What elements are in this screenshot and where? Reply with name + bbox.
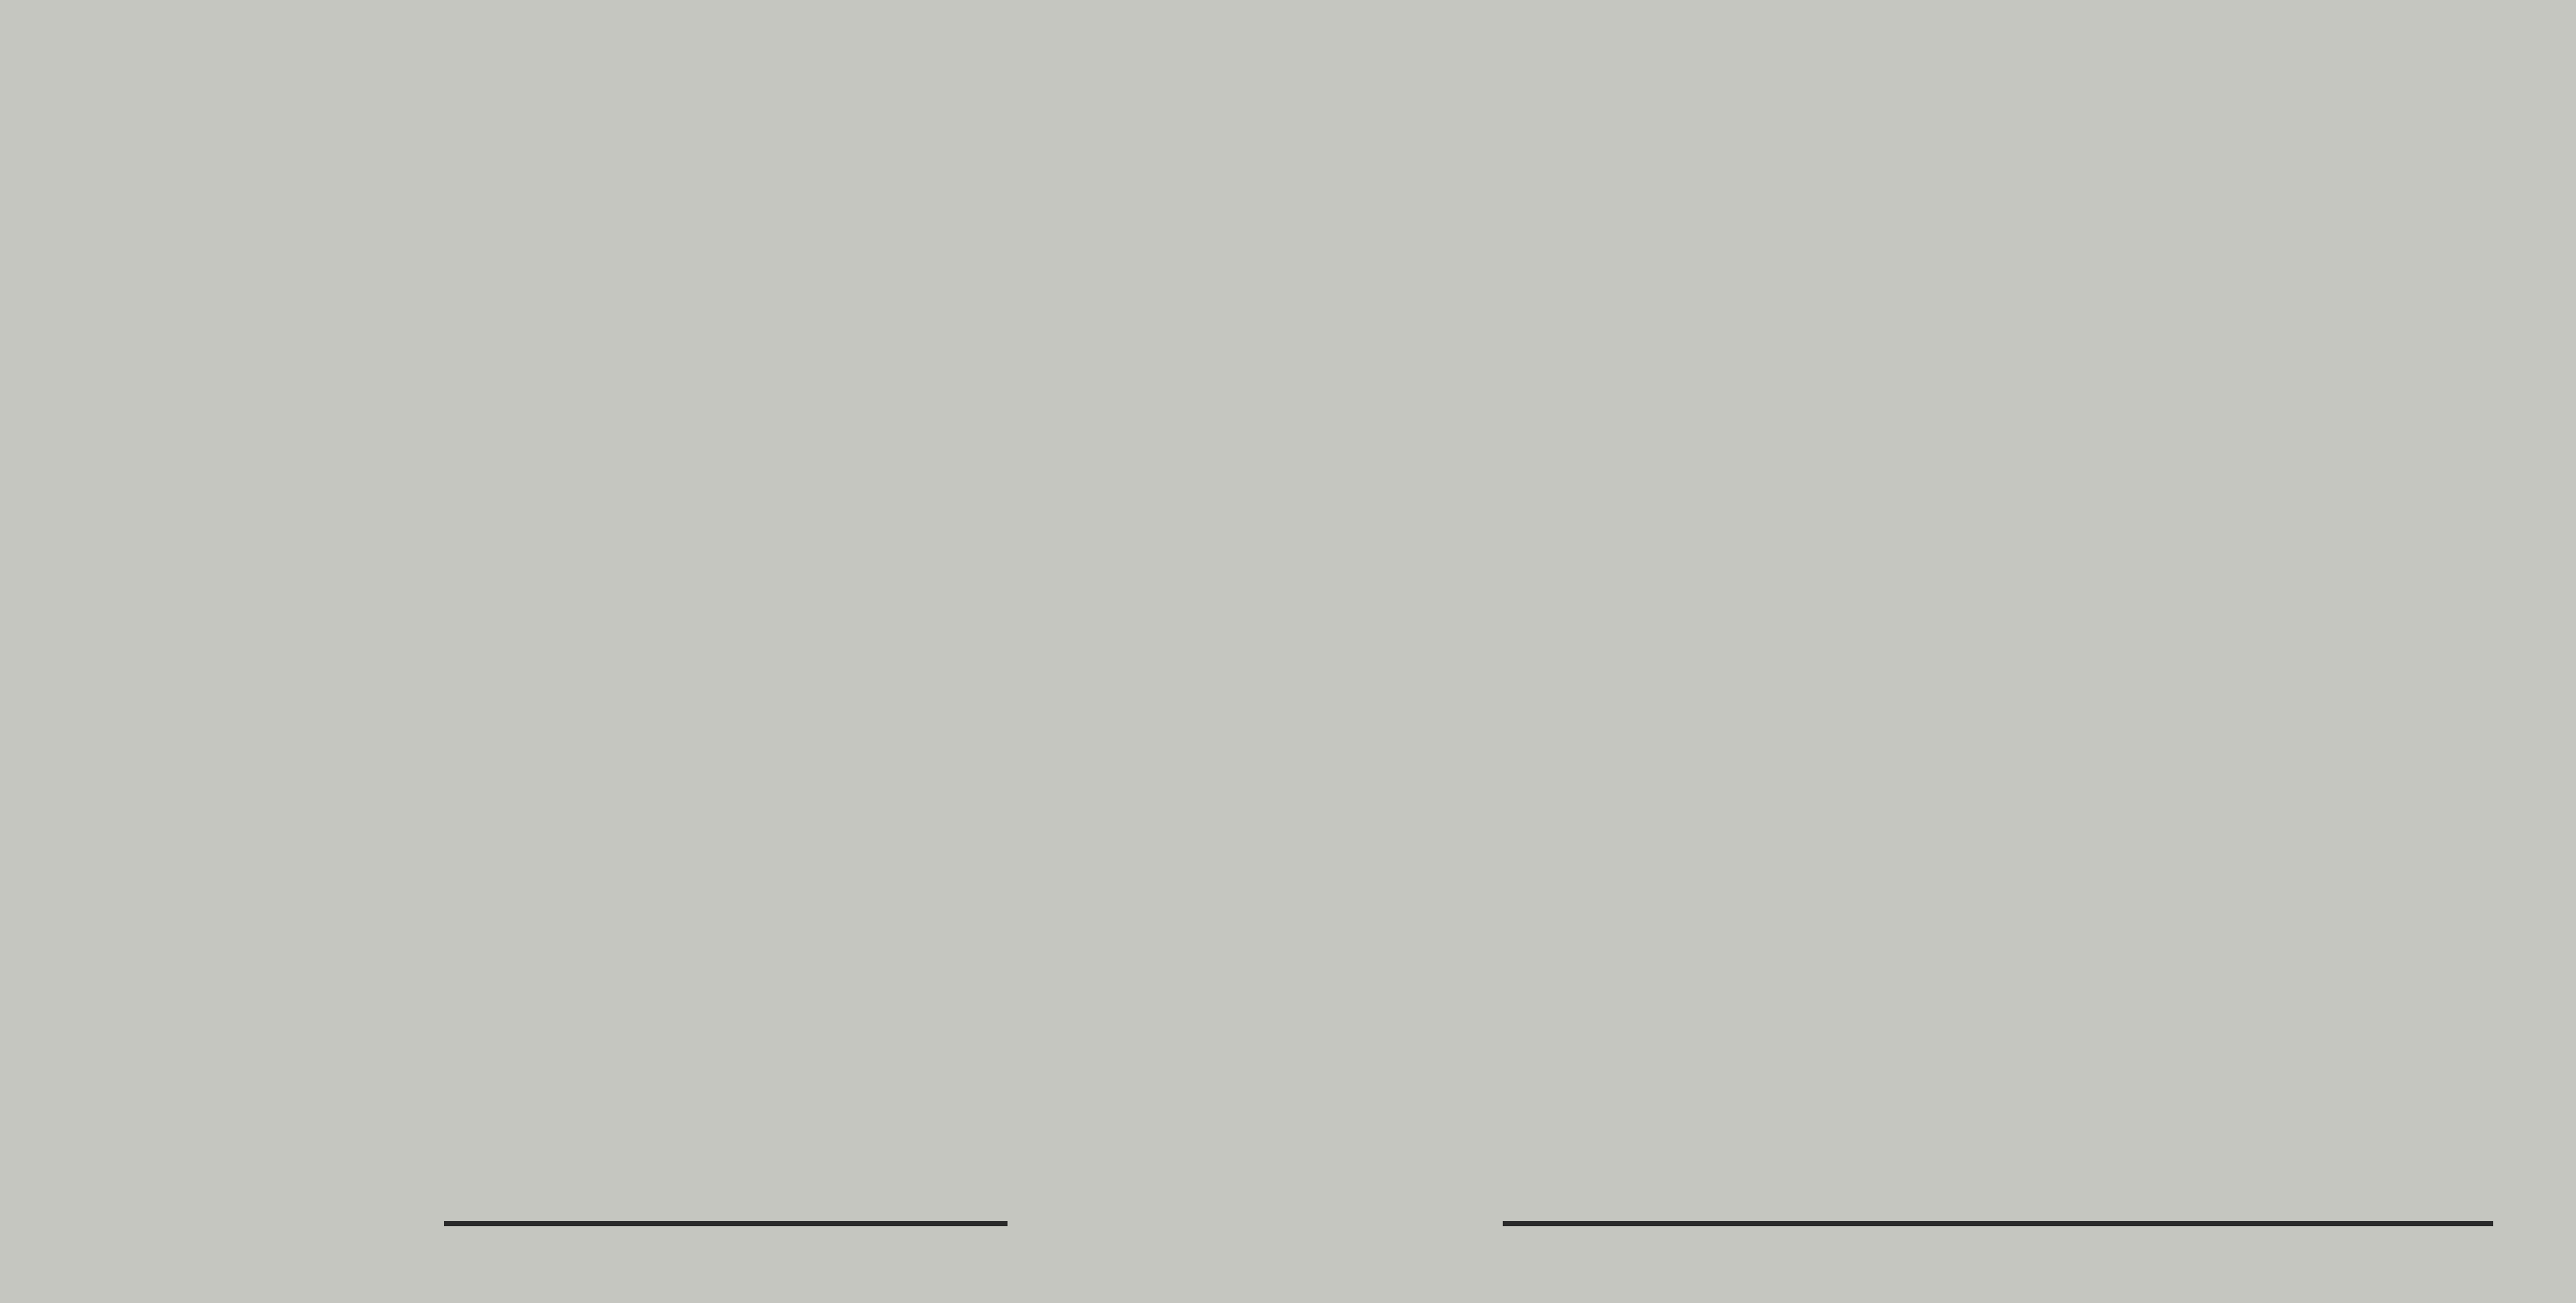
angle-diagram [1067,239,1836,854]
answer-blank[interactable] [1503,1221,2493,1226]
equation-blank[interactable] [444,1221,1008,1226]
